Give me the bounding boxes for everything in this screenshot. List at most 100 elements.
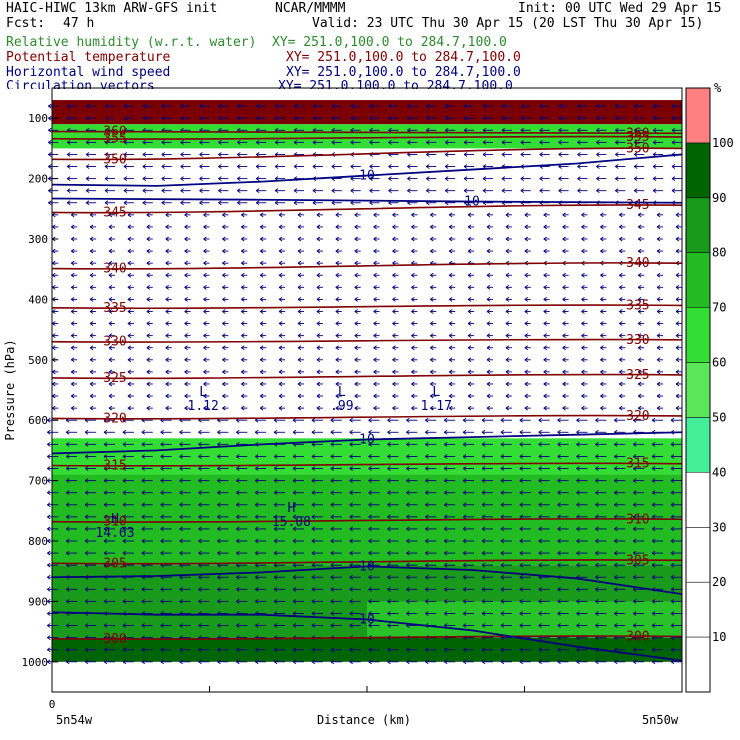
wind-vector-head [481, 417, 486, 423]
wind-vector-head [505, 297, 510, 302]
wind-vector-head [558, 127, 562, 133]
wind-vector-head [349, 417, 353, 423]
wind-vector-head [103, 478, 108, 483]
wind-vector-head [425, 599, 429, 604]
x-axis-label: Distance (km) [317, 713, 411, 727]
wind-vector-head [467, 357, 472, 363]
wind-vector-head [651, 526, 656, 532]
wind-vector-head [425, 526, 429, 532]
wind-vector-head [198, 454, 202, 459]
wind-vector-head [387, 502, 391, 508]
wind-vector-head [538, 586, 542, 592]
wind-vector-head [311, 454, 316, 459]
wind-vector-head [48, 176, 52, 181]
wind-vector-head [392, 393, 396, 399]
wind-vector-head [558, 152, 562, 157]
wind-vector-head [203, 297, 207, 302]
wind-vector-head [387, 647, 391, 653]
wind-vector-head [141, 623, 146, 628]
wind-vector-head [467, 333, 472, 339]
wind-vector-head [273, 490, 278, 496]
wind-vector-head [237, 176, 241, 181]
wind-vector-head [443, 502, 448, 508]
wind-vector-head [354, 357, 358, 363]
wind-vector-head [292, 562, 297, 568]
wind-vector-head [354, 248, 358, 254]
wind-vector-head [444, 176, 449, 181]
wind-vector-head [596, 139, 600, 145]
wind-vector-head [254, 429, 259, 435]
wind-vector-head [122, 550, 127, 556]
wind-vector-head [543, 405, 547, 411]
wind-vector-head [486, 284, 491, 290]
wind-vector-head [651, 441, 656, 447]
wind-vector-head [236, 429, 240, 435]
wind-vector-head [651, 417, 656, 423]
colorbar-segment [686, 307, 710, 363]
wind-vector-head [66, 200, 71, 206]
wind-vector-head [146, 321, 151, 326]
wind-vector-head [198, 574, 202, 580]
wind-vector-head [368, 538, 372, 544]
wind-vector-head [203, 260, 207, 266]
wind-vector-head [255, 139, 260, 145]
wind-vector-head [670, 490, 675, 496]
wind-vector-head [217, 647, 221, 653]
wind-vector-head [70, 321, 75, 326]
wind-vector-head [407, 164, 411, 169]
wind-vector-head [406, 647, 410, 653]
wind-vector-head [47, 478, 51, 483]
wind-vector-head [160, 526, 164, 532]
wind-vector-head [637, 405, 642, 411]
fcst-label: Fcst: [6, 16, 46, 31]
wind-vector-head [292, 550, 297, 556]
wind-vector-head [505, 357, 510, 363]
wind-vector-head [236, 454, 240, 459]
theta-line [51, 635, 683, 641]
wind-vector-head [254, 574, 259, 580]
wind-vector-head [222, 212, 226, 218]
wind-vector-head [651, 490, 656, 496]
wind-vector-head [236, 490, 240, 496]
wind-vector-head [179, 502, 183, 508]
wind-vector-head [47, 611, 51, 616]
wind-vector-head [614, 478, 618, 483]
wind-vector-head [278, 297, 283, 302]
wind-vector-head [89, 321, 94, 326]
wind-vector-head [368, 574, 372, 580]
wind-vector-head [671, 103, 676, 109]
wind-vector-head [330, 454, 335, 459]
wind-vector-head [160, 502, 164, 508]
wind-vector-head [278, 381, 283, 387]
wind-vector-head [70, 260, 75, 266]
wind-vector-head [349, 478, 353, 483]
wind-vector-head [236, 550, 240, 556]
wind-vector-head [165, 393, 169, 399]
wind-vector-head [184, 248, 188, 254]
theta-label: 380 [103, 108, 126, 123]
wind-vector-head [146, 357, 151, 363]
wind-vector-head [47, 502, 51, 508]
wind-vector-head [254, 538, 259, 544]
wind-vector-head [443, 454, 448, 459]
wind-vector-head [500, 490, 505, 496]
wind-vector-head [430, 393, 434, 399]
colorbar-label: 50 [712, 410, 726, 424]
wind-vector-head [330, 478, 335, 483]
wind-vector-head [47, 635, 51, 641]
theta-label: 355 [626, 130, 649, 145]
wind-vector-head [524, 284, 529, 290]
wind-vector-head [217, 502, 221, 508]
wind-vector-head [614, 538, 618, 544]
wind-vector-head [519, 611, 524, 616]
wind-vector-head [278, 284, 283, 290]
wind-vector-head [373, 345, 377, 351]
wind-vector-head [656, 212, 661, 218]
wind-vector-head [637, 284, 642, 290]
wind-vector-head [52, 405, 56, 411]
wind-vector-head [443, 599, 448, 604]
wind-vector-head [462, 659, 467, 665]
wind-vector-head [500, 586, 505, 592]
wind-vector-head [47, 417, 51, 423]
